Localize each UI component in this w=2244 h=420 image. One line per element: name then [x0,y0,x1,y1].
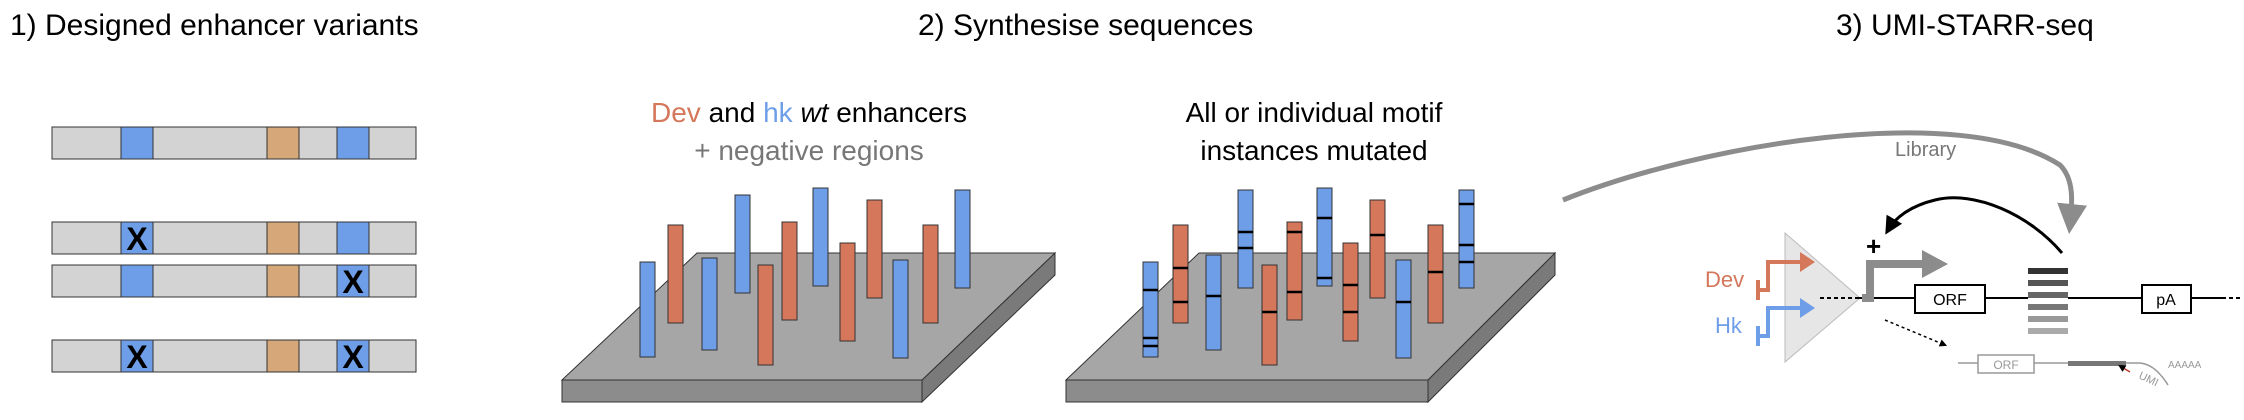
umi-label: UMI [2137,370,2160,389]
hk-oligo [734,194,751,294]
dev-oligo [757,264,774,366]
hk-oligo [1205,254,1222,351]
hk-motif [120,221,154,255]
synthesis-plate-mutated [1064,187,1557,404]
enhancer-variant-wt [51,126,417,160]
dev-oligo [1172,224,1189,324]
hk-motif [336,264,370,298]
orf-label: ORF [1933,292,1967,309]
hk-oligo [701,257,718,351]
hk-motif [120,264,154,298]
dev-oligo [1342,242,1359,342]
panel-umi-starr-seq: 3) UMI-STARR-seq Library + Dev Hk ORF [1562,9,2240,389]
dev-oligo [1261,264,1278,366]
panel-designed-variants: 1) Designed enhancer variants X X [10,9,419,375]
polya-tail: AAAAA [2168,360,2202,371]
hk-oligo [892,259,909,359]
hk-oligo [1458,189,1475,289]
hk-motif [120,339,154,373]
dev-oligo [1427,224,1444,324]
dev-promoter-arrow [1758,260,1800,292]
dev-motif [266,339,300,373]
dev-word: Dev [651,97,701,128]
mutation-bands [1143,202,1474,348]
enhancer-variant-mut-both: X X [51,339,417,375]
transcription-arrow [1884,319,1948,347]
dev-oligo [922,224,939,324]
wt-caption-line2: + negative regions [694,135,924,166]
hk-motif [336,339,370,373]
hk-word: hk [763,97,794,128]
dev-oligo [667,224,684,324]
dev-oligo [839,242,856,342]
wt-caption-line1: Dev and hk wt enhancers [651,97,967,128]
hk-oligo [639,261,656,358]
dev-oligo [1369,199,1386,299]
dev-oligo [1286,221,1303,321]
plus-sign: + [1866,231,1881,261]
hk-promoter-arrow [1758,306,1800,338]
polya-box [2141,284,2192,314]
hk-oligo [1142,261,1159,358]
mut-caption-line1: All or individual motif [1186,97,1443,128]
orf-transcript-box [1977,354,2035,374]
hk-oligo [954,189,971,289]
dev-oligo [781,221,798,321]
panel3-title: 3) UMI-STARR-seq [1836,9,2094,42]
hk-label: Hk [1715,313,1743,338]
hk-motif [336,221,370,255]
hk-motif [336,126,370,160]
library-arrow [1562,130,2088,234]
orf-transcript-label: ORF [1993,358,2018,372]
panel-synthesise: 2) Synthesise sequences Dev and hk wt en… [560,9,1557,404]
dev-oligo [866,199,883,299]
hk-oligo [812,187,829,287]
panel2-title: 2) Synthesise sequences [918,9,1253,42]
panel1-title: 1) Designed enhancer variants [10,9,419,42]
mutation-mark: X [342,264,364,300]
dev-motif [266,264,300,298]
mutation-mark: X [126,221,148,257]
hk-oligo [1316,187,1333,287]
synthesis-plate-wt [560,187,1057,404]
pa-label: pA [2156,292,2176,309]
enhancer-variant-mut2: X [51,264,417,300]
hk-oligo [1395,259,1412,359]
enhancer-library-stack [2028,268,2068,334]
hk-motif [120,126,154,160]
library-label: Library [1895,139,1956,161]
orf-box [1914,284,1986,314]
dev-motif [266,126,300,160]
dev-motif [266,221,300,255]
enhancer-activation-arrow [1885,196,2064,254]
core-promoter-arrow [1862,260,1925,302]
mut-caption-line2: instances mutated [1200,135,1427,166]
mutation-mark: X [342,339,364,375]
mutation-mark: X [126,339,148,375]
dev-label: Dev [1705,267,1744,292]
enhancer-variant-mut1: X [51,221,417,257]
hk-oligo [1237,189,1254,289]
transcript-enhancer [2068,361,2126,366]
